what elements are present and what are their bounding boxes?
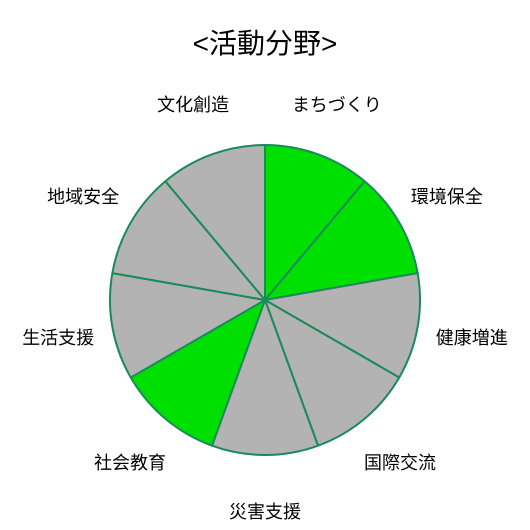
slice-label: 環境保全 <box>397 183 497 209</box>
slice-label: 健康増進 <box>422 324 522 350</box>
slice-label: まちづくり <box>287 91 387 117</box>
slice-label: 災害支援 <box>215 498 315 524</box>
slice-label: 文化創造 <box>143 91 243 117</box>
slice-label: 地域安全 <box>33 183 133 209</box>
slice-label: 生活支援 <box>8 324 108 350</box>
slice-label: 国際交流 <box>350 449 450 475</box>
slice-label: 社会教育 <box>80 449 180 475</box>
chart-container: <活動分野> まちづくり環境保全健康増進国際交流災害支援社会教育生活支援地域安全… <box>0 0 530 530</box>
